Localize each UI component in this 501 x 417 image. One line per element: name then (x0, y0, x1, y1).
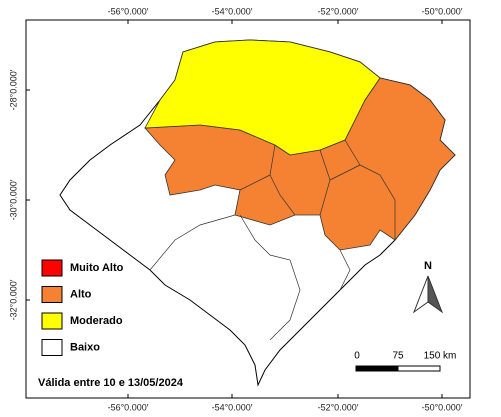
legend-swatch (41, 339, 63, 356)
scale-label: 75 (392, 351, 404, 362)
region-borders (239, 139, 396, 240)
legend-label: Moderado (70, 315, 123, 327)
legend-label: Alto (70, 288, 92, 300)
legend-swatch (41, 286, 63, 303)
coord-label-left: -30°0.000′ (8, 179, 18, 220)
scale-bar-black (355, 365, 399, 372)
arrow-right (427, 275, 444, 314)
coord-label-bottom: -54°0.000′ (212, 402, 253, 412)
coord-label-bottom: -56°0.000′ (108, 402, 149, 412)
scale-bar-white (397, 365, 441, 372)
north-label: N (424, 260, 432, 272)
legend-swatch (41, 259, 63, 277)
coord-label-left: -32°0.000′ (8, 279, 18, 320)
coord-label-top: -52°0.000′ (318, 6, 359, 16)
region-borders (149, 214, 351, 341)
coord-label-top: -50°0.000′ (422, 6, 463, 16)
scale-label: 150 km (424, 351, 457, 362)
scale-label: 0 (354, 351, 360, 362)
coord-label-bottom: -52°0.000′ (318, 402, 359, 412)
coord-label-top: -56°0.000′ (108, 6, 149, 16)
legend-swatch (41, 312, 63, 330)
legend-label: Baixo (70, 341, 100, 353)
legend-label: Muito Alto (70, 262, 124, 274)
coord-label-bottom: -50°0.000′ (422, 402, 463, 412)
coord-label-top: -54°0.000′ (212, 6, 253, 16)
coord-label-left: -28°0.000′ (8, 69, 18, 110)
validity-text: Válida entre 10 e 13/05/2024 (38, 377, 184, 389)
north-arrow: N (412, 260, 444, 314)
